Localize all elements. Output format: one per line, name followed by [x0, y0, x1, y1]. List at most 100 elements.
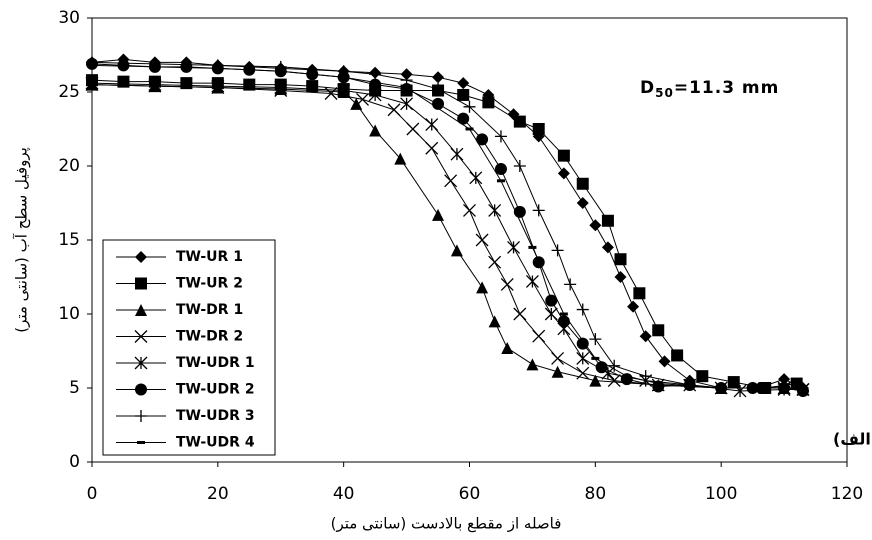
marker-square [457, 88, 470, 101]
marker-dash [559, 312, 568, 316]
y-axis-label: پروفیل سطح آب (سانتی متر) [13, 147, 32, 333]
marker-plus [532, 204, 545, 217]
marker-circle [457, 112, 470, 125]
marker-diamond [589, 219, 602, 232]
marker-circle [595, 361, 608, 374]
marker-plus [463, 100, 476, 113]
marker-circle [476, 133, 489, 146]
legend-label: TW-DR 1 [176, 302, 243, 318]
marker-diamond [457, 77, 470, 90]
marker-x [425, 141, 439, 155]
panel-label: (الف) [833, 430, 872, 449]
legend-label: TW-UDR 2 [176, 382, 255, 398]
marker-plus [369, 68, 382, 81]
series-line [91, 64, 804, 392]
marker-diamond [576, 197, 589, 209]
marker-asterisk [400, 97, 414, 111]
x-tick-label: 40 [333, 484, 355, 504]
x-tick-label: 0 [87, 484, 98, 504]
marker-dash [780, 386, 789, 390]
marker-dash [465, 127, 474, 131]
marker-dash [402, 86, 411, 90]
marker-triangle [450, 244, 463, 257]
marker-plus [337, 65, 350, 78]
legend-label: TW-UDR 4 [176, 435, 255, 451]
marker-square [633, 287, 646, 300]
marker-square [532, 123, 545, 135]
marker-circle [180, 60, 193, 73]
marker-dash [88, 63, 96, 67]
marker-dash [213, 66, 222, 70]
marker-plus [400, 74, 413, 87]
x-tick-label: 80 [585, 484, 607, 504]
marker-square [576, 177, 589, 190]
marker-triangle [488, 315, 501, 328]
y-tick-label: 30 [58, 8, 80, 28]
marker-dash [528, 245, 537, 249]
marker-plus [135, 410, 147, 422]
marker-asterisk [85, 76, 99, 90]
marker-asterisk [211, 79, 225, 93]
marker-square [727, 376, 740, 389]
marker-circle [135, 383, 147, 396]
marker-plus [564, 278, 577, 291]
marker-square [180, 77, 193, 90]
marker-dash [717, 386, 726, 390]
marker-asterisk [469, 171, 483, 185]
marker-x [576, 366, 590, 380]
legend-label: TW-DR 2 [176, 329, 243, 345]
marker-circle [494, 162, 507, 175]
marker-asterisk [368, 88, 382, 102]
annotation-sub: 50 [655, 86, 674, 100]
y-tick-label: 15 [58, 230, 80, 250]
marker-triangle [476, 281, 489, 294]
series-line [91, 82, 803, 392]
marker-x [532, 329, 546, 343]
marker-x [134, 330, 148, 343]
marker-triangle [432, 208, 445, 221]
marker-diamond [658, 355, 671, 368]
marker-x [488, 255, 502, 269]
marker-dash [798, 389, 807, 393]
y-tick-label: 5 [69, 378, 80, 398]
marker-diamond [614, 271, 627, 283]
marker-triangle [551, 365, 564, 378]
marker-diamond [778, 373, 791, 386]
legend-label: TW-UR 1 [176, 249, 243, 265]
marker-x [551, 351, 565, 365]
marker-triangle [135, 304, 147, 316]
marker-plus [432, 83, 445, 96]
marker-asterisk [507, 240, 521, 254]
y-tick-label: 0 [69, 452, 80, 472]
y-tick-label: 20 [58, 156, 80, 176]
marker-x [607, 374, 621, 388]
marker-square [557, 149, 570, 162]
marker-dash [654, 382, 663, 386]
x-tick-label: 100 [705, 484, 737, 504]
marker-circle [576, 337, 589, 350]
marker-dash [276, 69, 285, 73]
annotation-part: D [640, 78, 655, 98]
marker-circle [545, 294, 558, 307]
marker-circle [557, 315, 570, 328]
marker-square [117, 75, 130, 88]
marker-plus [589, 333, 602, 346]
marker-dash [591, 356, 600, 360]
marker-asterisk [274, 81, 288, 95]
marker-dash [496, 179, 505, 183]
marker-circle [532, 256, 545, 269]
marker-x [500, 277, 514, 291]
marker-asterisk [733, 384, 747, 398]
marker-triangle [501, 342, 514, 355]
marker-dash [137, 441, 145, 444]
legend-label: TW-UR 2 [176, 276, 243, 292]
annotation: D50=11.3 mm [640, 78, 779, 100]
marker-x [475, 233, 489, 247]
marker-asterisk [450, 147, 464, 161]
marker-x [406, 122, 420, 136]
marker-x [444, 174, 458, 188]
marker-diamond [557, 167, 570, 180]
x-tick-label: 120 [831, 484, 863, 504]
marker-diamond [432, 71, 445, 84]
